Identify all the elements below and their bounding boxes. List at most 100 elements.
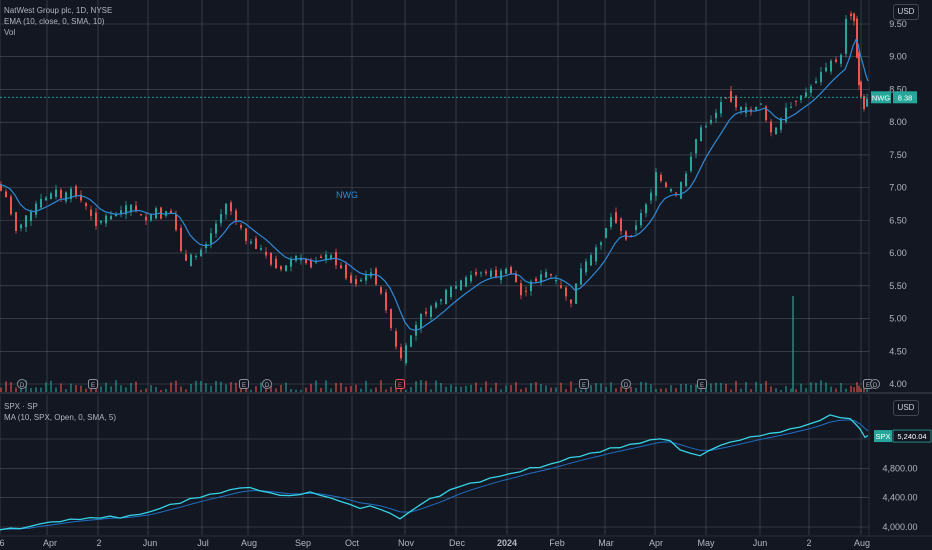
candle-body bbox=[220, 214, 222, 224]
volume-bar bbox=[485, 381, 487, 392]
candle-body bbox=[225, 203, 227, 215]
volume-bar bbox=[515, 382, 517, 392]
price-tick-label: 9.00 bbox=[889, 52, 907, 62]
candle-body bbox=[180, 227, 182, 251]
volume-bar bbox=[655, 388, 657, 392]
volume-bar bbox=[145, 388, 147, 392]
symbol-title[interactable]: NatWest Group plc, 1D, NYSE bbox=[4, 6, 113, 15]
volume-bar bbox=[205, 383, 207, 392]
candle-body bbox=[845, 18, 847, 54]
volume-bar bbox=[460, 386, 462, 392]
volume-bar bbox=[85, 388, 87, 392]
volume-bar bbox=[605, 386, 607, 392]
time-tick-label: Jun bbox=[753, 538, 768, 548]
volume-bar bbox=[565, 389, 567, 392]
candle-body bbox=[365, 275, 367, 281]
price-tick-label: 8.00 bbox=[889, 117, 907, 127]
candle-body bbox=[125, 205, 127, 215]
candle-body bbox=[105, 215, 107, 224]
vol-study-label[interactable]: Vol bbox=[4, 28, 16, 37]
candle-body bbox=[500, 270, 502, 281]
candle-body bbox=[858, 52, 860, 86]
candle-body bbox=[10, 196, 12, 215]
candle-body bbox=[265, 251, 267, 256]
time-tick-label: 6 bbox=[0, 538, 5, 548]
candle-body bbox=[820, 71, 822, 82]
candle-body bbox=[540, 274, 542, 283]
volume-bar bbox=[665, 388, 667, 392]
volume-bar bbox=[500, 389, 502, 392]
spx-price-tag bbox=[892, 429, 932, 443]
volume-bar bbox=[745, 381, 747, 392]
volume-bar bbox=[335, 382, 337, 392]
time-tick-label: 2024 bbox=[497, 538, 517, 548]
candle-body bbox=[655, 172, 657, 196]
time-axis[interactable]: 6 Apr 2 Jun Jul Aug Sep Oct Nov Dec 2024 Feb Mar Apr M… bbox=[0, 538, 870, 548]
volume-bar bbox=[265, 386, 267, 392]
candle-body bbox=[705, 126, 707, 128]
volume-bar bbox=[410, 386, 412, 392]
volume-bar bbox=[520, 389, 522, 392]
candle-body bbox=[290, 259, 292, 267]
candle-body bbox=[850, 13, 852, 17]
volume-bar bbox=[858, 385, 860, 392]
volume-bar bbox=[245, 388, 247, 392]
candle-body bbox=[190, 254, 192, 267]
candle-body bbox=[740, 106, 742, 111]
volume-bar bbox=[290, 388, 292, 392]
volume-bar bbox=[175, 380, 177, 392]
earnings-icon bbox=[697, 379, 707, 389]
volume-bar bbox=[420, 380, 422, 392]
volume-bar bbox=[435, 380, 437, 392]
currency-button-top[interactable]: USD bbox=[893, 4, 919, 20]
time-tick-label: May bbox=[697, 538, 715, 548]
volume-bar bbox=[840, 382, 842, 392]
volume-bar bbox=[415, 381, 417, 392]
volume-bar bbox=[560, 382, 562, 392]
candle-body bbox=[285, 265, 287, 272]
candle-body bbox=[545, 271, 547, 278]
volume-bar bbox=[730, 389, 732, 392]
volume-bar bbox=[65, 389, 67, 392]
volume-bar bbox=[350, 386, 352, 392]
volume-bar bbox=[15, 387, 17, 392]
candle-body bbox=[440, 299, 442, 302]
time-tick-label: Aug bbox=[854, 538, 870, 548]
candle-body bbox=[35, 203, 37, 215]
volume-bar bbox=[715, 382, 717, 392]
volume-bar bbox=[235, 382, 237, 392]
candle-body bbox=[55, 189, 57, 197]
candle-body bbox=[840, 54, 842, 64]
volume-bar bbox=[810, 382, 812, 392]
volume-bar bbox=[225, 384, 227, 392]
event-marker-label: E bbox=[242, 383, 246, 389]
candle-body bbox=[310, 260, 312, 268]
candle-body bbox=[185, 254, 187, 261]
volume-bar bbox=[80, 385, 82, 392]
candle-body bbox=[495, 269, 497, 278]
volume-bar bbox=[405, 389, 407, 392]
candle-body bbox=[245, 228, 247, 241]
candle-body bbox=[605, 227, 607, 238]
volume-bar bbox=[505, 385, 507, 392]
ma-study-label[interactable]: MA (10, SPX, Open, 0, SMA, 5) bbox=[4, 413, 117, 422]
candle-body bbox=[863, 96, 865, 110]
candle-body bbox=[570, 299, 572, 304]
currency-button-bottom[interactable]: USD bbox=[893, 400, 919, 416]
candle-body bbox=[390, 309, 392, 329]
candle-body bbox=[195, 256, 197, 258]
volume-bar bbox=[615, 388, 617, 392]
candle-body bbox=[20, 224, 22, 229]
volume-bar bbox=[640, 381, 642, 392]
spx-title[interactable]: SPX · SP bbox=[4, 402, 38, 411]
volume-bar bbox=[385, 389, 387, 392]
volume-bar bbox=[735, 380, 737, 392]
ema-study-label[interactable]: EMA (10, close, 0, SMA, 10) bbox=[4, 17, 105, 26]
volume-bar bbox=[120, 385, 122, 392]
volume-bar bbox=[835, 388, 837, 392]
spx-line bbox=[0, 414, 869, 531]
volume-bar bbox=[455, 386, 457, 392]
candle-body bbox=[150, 213, 152, 221]
candle-body bbox=[95, 212, 97, 226]
